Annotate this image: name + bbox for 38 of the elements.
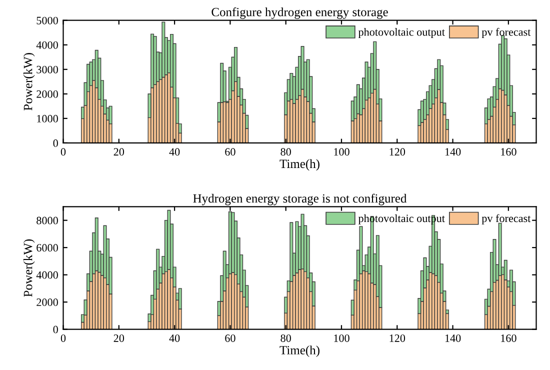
y-tick-label: 3000 bbox=[36, 66, 58, 74]
legend-label: pv forecast bbox=[482, 214, 531, 224]
x-tick-label: 80 bbox=[280, 148, 291, 156]
x-tick-label: 0 bbox=[60, 148, 66, 156]
x-axis-title: Time(h) bbox=[280, 346, 320, 357]
y-tick-label: 2000 bbox=[36, 90, 58, 98]
x-tick-label: 160 bbox=[501, 334, 516, 342]
y-tick-label: 0 bbox=[53, 139, 58, 147]
y-tick-label: 1000 bbox=[37, 114, 58, 122]
x-tick-label: 40 bbox=[169, 334, 180, 342]
x-tick-label: 20 bbox=[114, 148, 124, 156]
x-tick-label: 100 bbox=[334, 148, 350, 156]
y-tick-label: 5000 bbox=[36, 16, 58, 24]
y-tick-label: 6000 bbox=[36, 244, 58, 252]
y-tick-label: 4000 bbox=[36, 41, 58, 49]
x-tick-label: 60 bbox=[225, 148, 236, 156]
legend-label: pv forecast bbox=[482, 28, 531, 38]
x-tick-label: 140 bbox=[445, 334, 461, 342]
x-tick-label: 100 bbox=[334, 334, 350, 342]
x-tick-label: 120 bbox=[390, 148, 406, 156]
x-tick-label: 20 bbox=[114, 334, 124, 342]
legend-label: photovoltaic output bbox=[358, 28, 445, 38]
x-tick-label: 140 bbox=[445, 148, 461, 156]
x-tick-label: 80 bbox=[280, 334, 291, 342]
x-tick-label: 120 bbox=[390, 334, 406, 342]
chart-title: Configure hydrogen energy storage bbox=[212, 7, 388, 19]
y-axis-title: Power(kW) bbox=[23, 239, 35, 297]
y-tick-label: 4000 bbox=[36, 271, 58, 279]
y-tick-label: 8000 bbox=[36, 216, 58, 224]
chart-title: Hydrogen energy storage is not configured bbox=[193, 194, 407, 206]
y-tick-label: 0 bbox=[53, 326, 58, 334]
x-axis-title: Time(h) bbox=[280, 159, 320, 171]
x-tick-label: 0 bbox=[60, 334, 66, 342]
x-tick-label: 60 bbox=[225, 334, 236, 342]
x-tick-label: 160 bbox=[501, 148, 516, 156]
x-tick-label: 40 bbox=[169, 148, 180, 156]
y-tick-label: 2000 bbox=[36, 298, 58, 306]
y-axis-title: Power(kW) bbox=[23, 53, 35, 110]
